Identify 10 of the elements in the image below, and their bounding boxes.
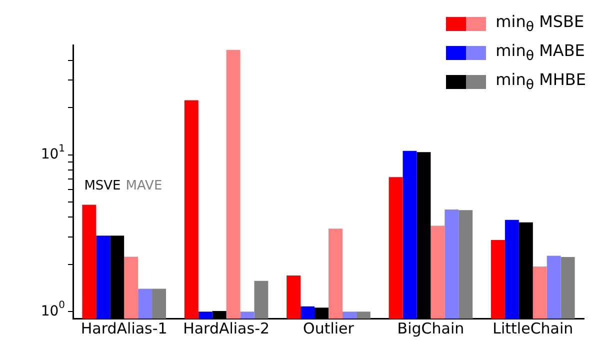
x-tick-label: HardAlias-1 [80,320,168,338]
legend-label: min$_{θ}$ MABE [496,41,585,64]
annotation: MAVE [126,178,162,194]
x-tick-label: Outlier [303,320,355,338]
legend-label: min$_{θ}$ MHBE [496,70,586,94]
x-tick-label: BigChain [397,320,464,338]
legend-label: min$_{θ}$ MSBE [496,12,584,36]
x-tick-label: LittleChain [492,320,574,338]
x-tick-label: HardAlias-2 [183,320,270,338]
annotation: MSVE [84,178,121,194]
